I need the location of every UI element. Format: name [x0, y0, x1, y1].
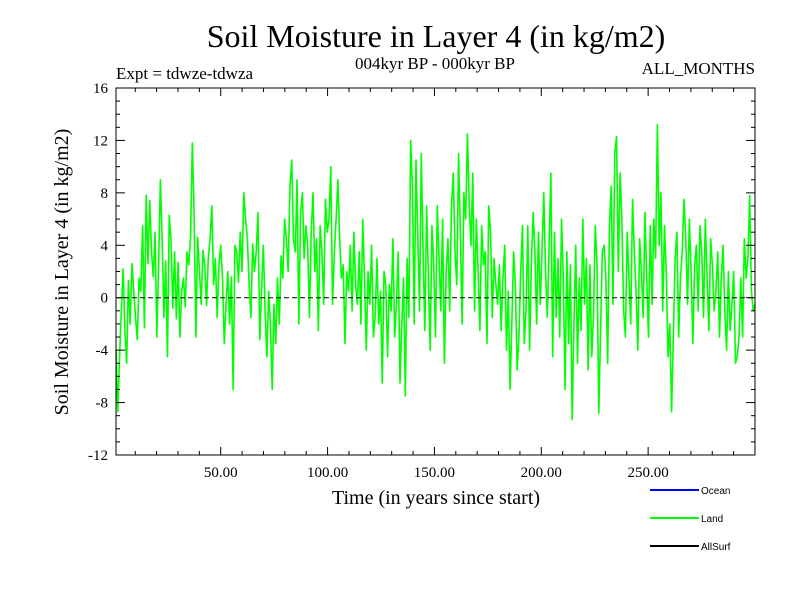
y-tick-label: 4: [101, 238, 109, 254]
y-tick-label: -4: [96, 343, 109, 359]
legend-label-allsurf: AllSurf: [701, 542, 731, 553]
x-tick-label: 250.00: [628, 465, 669, 481]
y-tick-label: -8: [96, 396, 109, 412]
x-tick-label: 150.00: [414, 465, 455, 481]
x-tick-label: 50.00: [204, 465, 238, 481]
y-axis-label: Soil Moisture in Layer 4 (in kg/m2): [51, 129, 73, 416]
y-tick-label: 12: [93, 133, 108, 149]
y-tick-label: 8: [101, 186, 109, 202]
chart-subtitle: 004kyr BP - 000kyr BP: [355, 54, 515, 73]
y-tick-label: -12: [88, 448, 108, 464]
chart-title: Soil Moisture in Layer 4 (in kg/m2): [207, 18, 666, 54]
plot-area-frame: [115, 87, 756, 456]
legend-label-ocean: Ocean: [701, 486, 730, 497]
x-tick-label: 100.00: [307, 465, 348, 481]
legend: Ocean Land AllSurf: [650, 486, 731, 553]
x-tick-label: 200.00: [521, 465, 562, 481]
legend-label-land: Land: [701, 514, 723, 525]
y-tick-label: 16: [93, 81, 109, 97]
series-layer: [115, 123, 756, 421]
series-line-land: [115, 123, 756, 421]
x-axis-label: Time (in years since start): [332, 487, 540, 509]
period-label: ALL_MONTHS: [642, 59, 755, 78]
experiment-label: Expt = tdwze-tdwza: [116, 64, 253, 83]
y-tick-label: 0: [101, 291, 109, 307]
ticks-layer: 50.00 100.00 150.00 200.00 250.00 -12 -8 -4 0 4 8 1…: [88, 81, 755, 481]
